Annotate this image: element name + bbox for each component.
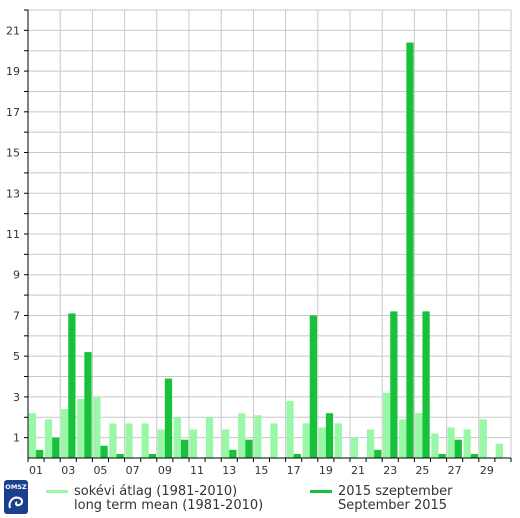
bars (28, 42, 503, 458)
y-tick-label: 7 (13, 309, 20, 322)
current-bar-day-4 (84, 352, 92, 458)
current-bar-day-28 (470, 453, 478, 458)
logo-text: OMSZ (5, 483, 27, 491)
mean-bar-day-1 (28, 413, 37, 458)
y-tick-label: 21 (6, 24, 20, 37)
omsz-logo: OMSZ (4, 480, 28, 514)
mean-bar-day-2 (44, 419, 53, 458)
x-tick-label: 25 (415, 464, 429, 477)
x-tick-label: 05 (93, 464, 107, 477)
mean-bar-day-15 (254, 415, 262, 458)
x-tick-label: 13 (222, 464, 236, 477)
x-tick-label: 21 (351, 464, 365, 477)
current-bar-day-6 (116, 453, 124, 458)
current-bar-day-19 (325, 413, 334, 458)
current-bar-day-22 (374, 449, 382, 458)
mean-bar-day-24 (399, 419, 407, 458)
current-bar-day-13 (229, 449, 237, 458)
axes (24, 9, 512, 462)
logo-swirl-icon (8, 496, 23, 509)
mean-bar-day-28 (463, 429, 471, 458)
mean-bar-day-16 (270, 423, 278, 458)
x-tick-label: 29 (480, 464, 494, 477)
mean-bar-day-30 (495, 443, 503, 458)
current-bar-day-18 (309, 315, 317, 458)
x-tick-label: 19 (319, 464, 333, 477)
mean-bar-day-22 (366, 429, 375, 458)
x-tick-label: 17 (287, 464, 301, 477)
y-tick-label: 13 (6, 187, 20, 200)
current-bar-day-9 (164, 378, 173, 458)
current-bar-day-10 (180, 439, 189, 458)
mean-bar-day-11 (189, 429, 198, 458)
mean-bar-day-13 (222, 429, 230, 458)
mean-bar-day-3 (61, 409, 69, 458)
legend-current-label-hu: 2015 szeptember (338, 484, 453, 499)
mean-bar-day-21 (350, 437, 359, 458)
mean-bar-day-5 (93, 396, 101, 458)
x-tick-label: 23 (383, 464, 397, 477)
current-bar-day-1 (36, 449, 44, 458)
mean-bar-day-9 (157, 429, 165, 458)
x-tick-label: 15 (254, 464, 268, 477)
current-bar-day-3 (68, 313, 76, 458)
mean-bar-day-12 (205, 417, 214, 458)
mean-bar-day-6 (109, 423, 117, 458)
mean-bar-day-26 (431, 433, 439, 458)
current-bar-day-5 (100, 445, 108, 458)
y-tick-label: 17 (6, 106, 20, 119)
x-tick-label: 11 (190, 464, 204, 477)
y-tick-label: 11 (6, 228, 20, 241)
y-tick-label: 3 (13, 391, 20, 404)
mean-bar-day-27 (447, 427, 455, 458)
legend-mean-swatch (46, 490, 68, 493)
mean-bar-day-25 (415, 413, 423, 458)
current-bar-day-2 (52, 437, 60, 458)
current-bar-day-8 (148, 453, 156, 458)
grid-lines (27, 9, 512, 458)
mean-bar-day-17 (286, 400, 294, 458)
mean-bar-day-18 (302, 423, 310, 458)
mean-bar-day-23 (383, 392, 391, 458)
mean-bar-day-20 (334, 423, 342, 458)
x-tick-label: 09 (158, 464, 172, 477)
mean-bar-day-19 (318, 427, 326, 458)
legend-mean: sokévi átlag (1981-2010) long term mean (… (46, 485, 263, 513)
current-bar-day-23 (390, 311, 398, 458)
mean-bar-day-29 (479, 419, 487, 458)
current-bar-day-17 (293, 453, 301, 458)
current-bar-day-14 (245, 439, 253, 458)
y-tick-label: 9 (13, 269, 20, 282)
legend-current-swatch (310, 490, 332, 493)
y-tick-label: 15 (6, 147, 20, 160)
current-bar-day-27 (454, 439, 462, 458)
current-bar-day-24 (406, 42, 414, 458)
legend-current: 2015 szeptember September 2015 (310, 485, 452, 513)
legend-current-label-en: September 2015 (338, 498, 448, 513)
x-tick-label: 03 (61, 464, 75, 477)
legend-mean-label-hu: sokévi átlag (1981-2010) (74, 484, 238, 499)
current-bar-day-26 (438, 453, 446, 458)
x-tick-label: 27 (448, 464, 462, 477)
mean-bar-day-4 (77, 398, 85, 458)
mean-bar-day-8 (141, 423, 149, 458)
mean-bar-day-10 (173, 417, 181, 458)
y-tick-label: 19 (6, 65, 20, 78)
x-tick-label: 01 (29, 464, 43, 477)
current-bar-day-25 (422, 311, 430, 458)
y-tick-label: 5 (13, 350, 20, 363)
x-tick-labels: 01 03 05 07 09 11 13 15 17 19 21 23 25 27 29 (29, 464, 494, 477)
mean-bar-day-14 (238, 413, 246, 458)
mean-bar-day-7 (125, 423, 133, 458)
y-tick-label: 1 (13, 432, 20, 445)
x-tick-label: 07 (126, 464, 140, 477)
legend-mean-label-en: long term mean (1981-2010) (74, 498, 264, 513)
